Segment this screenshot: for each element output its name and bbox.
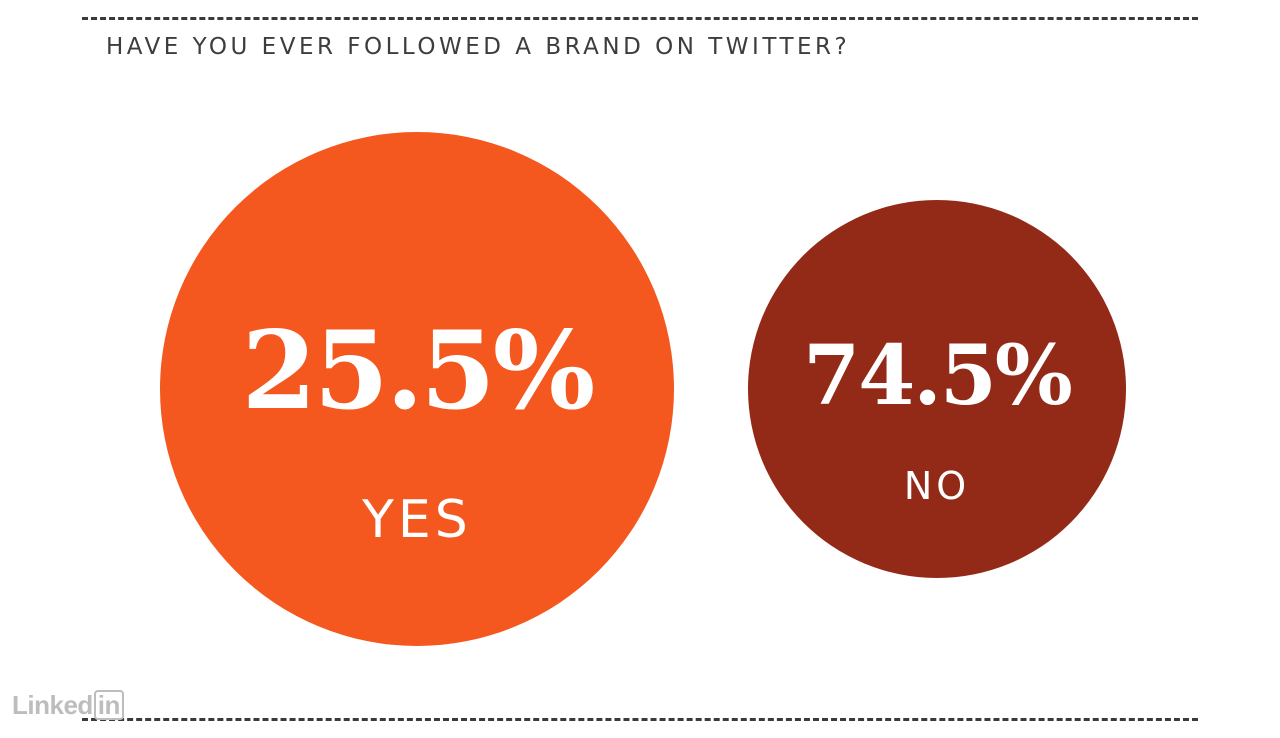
bottom-dashed-rule — [82, 718, 1198, 721]
top-dashed-rule — [82, 17, 1198, 20]
bubble-yes: 25.5% YES — [160, 132, 674, 646]
watermark-in-box: in — [93, 690, 124, 720]
linkedin-watermark: Linked in — [12, 690, 124, 721]
category-label-yes: YES — [362, 490, 472, 550]
watermark-text: Linked — [12, 690, 93, 720]
category-label-no: NO — [903, 464, 971, 508]
data-label-no: 74.5% — [803, 328, 1073, 424]
data-label-yes: 25.5% — [241, 308, 596, 434]
bubble-no: 74.5% NO — [748, 200, 1126, 578]
chart-title: HAVE YOU EVER FOLLOWED A BRAND ON TWITTE… — [106, 34, 851, 60]
